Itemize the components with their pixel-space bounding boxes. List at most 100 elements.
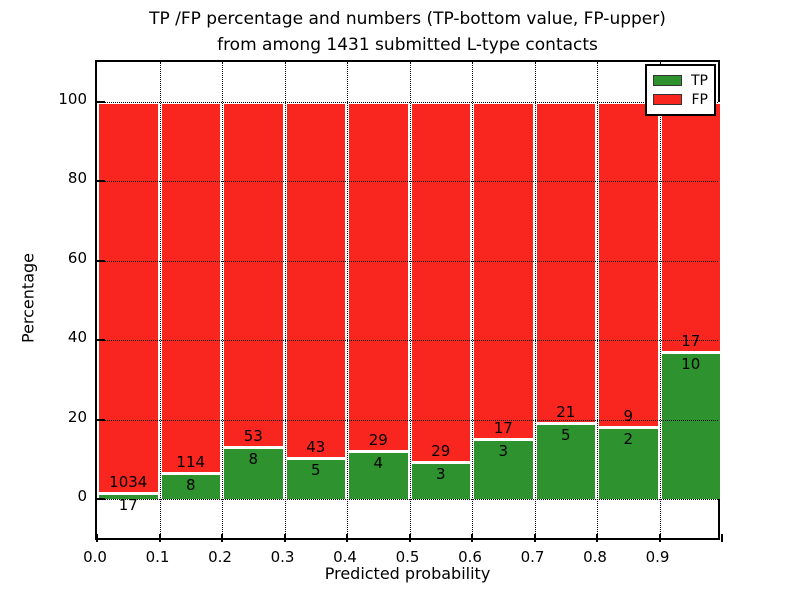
y-tick-label: 0 (77, 487, 87, 505)
fp-count-label: 21 (556, 402, 576, 421)
fp-bar-segment (97, 102, 160, 493)
legend-row-tp: TP (653, 71, 708, 90)
y-tick-mark (97, 339, 105, 342)
tp-bar-segment (472, 439, 535, 499)
x-tick-label: 0.8 (583, 548, 607, 566)
vertical-gridline (284, 62, 286, 538)
x-tick-mark (533, 534, 536, 542)
x-tick-label: 0.7 (520, 548, 545, 566)
fp-bar-segment (534, 102, 597, 423)
vertical-gridline (659, 62, 661, 538)
horizontal-gridline (97, 102, 718, 103)
fp-bar-segment (284, 102, 347, 458)
horizontal-gridline (97, 181, 718, 183)
tp-count-label: 17 (118, 495, 138, 514)
vertical-gridline (409, 62, 411, 538)
x-axis-label: Predicted probability (324, 564, 491, 583)
x-tick-mark (346, 534, 348, 542)
y-tick-mark (97, 418, 105, 421)
fp-bar-segment (472, 102, 535, 440)
y-tick-label: 80 (67, 169, 87, 188)
horizontal-gridline (97, 499, 718, 500)
fp-bar-segment (597, 102, 660, 427)
vertical-gridline (472, 62, 473, 538)
fp-bar-segment (659, 102, 722, 352)
y-tick-label: 20 (67, 407, 87, 426)
x-tick-mark (596, 534, 598, 542)
vertical-gridline (222, 62, 223, 538)
x-tick-label: 0.1 (145, 548, 170, 566)
y-tick-label: 100 (58, 90, 87, 108)
x-tick-label: 0.5 (395, 548, 420, 566)
x-tick-mark (721, 534, 723, 542)
legend-label-tp: TP (691, 72, 708, 89)
legend-swatch-fp (653, 94, 682, 105)
horizontal-gridline (97, 419, 718, 421)
vertical-gridline (597, 62, 598, 538)
tp-count-label: 8 (185, 475, 196, 494)
tp-count-label: 8 (248, 449, 259, 468)
tp-bar-segment (347, 450, 410, 499)
fp-count-label: 29 (431, 441, 451, 460)
fp-bar-segment (409, 102, 472, 462)
fp-count-label: 43 (306, 437, 326, 456)
y-tick-mark (97, 498, 105, 500)
tp-count-label: 2 (623, 429, 634, 448)
fp-count-label: 9 (623, 406, 634, 425)
fp-count-label: 1034 (109, 472, 148, 491)
tp-bar-segment (659, 351, 722, 499)
plot-area: 1034 17 114 8 53 8 43 5 29 4 29 3 17 3 21 5 9 2 17 10 (95, 60, 723, 542)
legend-swatch-tp (653, 75, 682, 86)
chart-title-line1: TP /FP percentage and numbers (TP-bottom… (149, 9, 666, 29)
tp-bar-segment (97, 492, 160, 499)
x-tick-mark (471, 534, 473, 542)
x-tick-mark (158, 534, 161, 542)
vertical-gridline (347, 62, 348, 538)
tp-count-label: 5 (560, 425, 571, 444)
y-tick-label: 40 (67, 328, 87, 347)
vertical-gridline (159, 62, 161, 538)
tp-count-label: 10 (681, 354, 701, 373)
chart-title-line2: from among 1431 submitted L-type contact… (217, 35, 598, 55)
y-axis-label: Percentage (18, 252, 38, 344)
vertical-gridline (534, 62, 536, 538)
x-tick-label: 0.6 (458, 548, 482, 566)
horizontal-gridline (97, 260, 718, 262)
x-tick-mark (221, 534, 223, 542)
tp-count-label: 3 (498, 442, 509, 461)
legend: TP FP (645, 64, 716, 116)
fp-count-label: 114 (176, 452, 206, 471)
tp-bar-segment (222, 446, 285, 499)
y-tick-label: 60 (67, 248, 87, 267)
fp-bar-segment (347, 102, 410, 451)
x-tick-label: 0.3 (270, 548, 295, 566)
tp-count-label: 4 (373, 453, 384, 472)
y-tick-mark (97, 101, 105, 103)
tp-bar-segment (534, 422, 597, 499)
y-tick-mark (97, 180, 105, 183)
tp-count-label: 5 (310, 460, 321, 479)
fp-count-label: 17 (681, 331, 701, 350)
legend-label-fp: FP (691, 91, 709, 108)
chart-title: TP /FP percentage and numbers (TP-bottom… (95, 6, 720, 58)
x-tick-mark (408, 534, 411, 542)
x-tick-label: 0.0 (83, 548, 107, 566)
fp-count-label: 17 (493, 419, 513, 438)
horizontal-gridline (97, 340, 718, 342)
tp-count-label: 3 (435, 464, 446, 483)
x-tick-mark (283, 534, 286, 542)
fp-bar-segment (222, 102, 285, 447)
fp-count-label: 53 (243, 426, 263, 445)
y-tick-mark (97, 259, 105, 262)
x-tick-label: 0.9 (645, 548, 670, 566)
tp-bar-segment (284, 457, 347, 499)
x-tick-mark (96, 534, 98, 542)
tp-bar-segment (597, 426, 660, 499)
fp-count-label: 29 (368, 430, 388, 449)
fp-bar-segment (159, 102, 222, 473)
legend-row-fp: FP (653, 90, 708, 109)
x-tick-mark (658, 534, 661, 542)
x-tick-label: 0.4 (333, 548, 357, 566)
x-tick-label: 0.2 (208, 548, 232, 566)
